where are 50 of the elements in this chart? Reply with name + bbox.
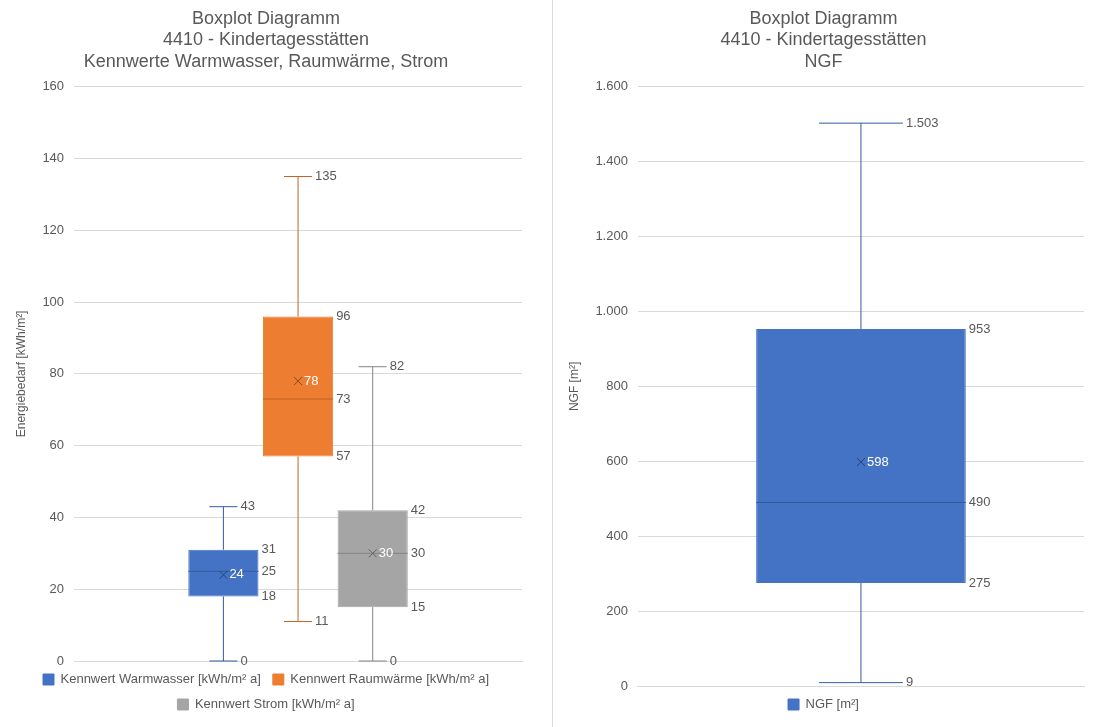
annotation: 0 <box>389 652 397 668</box>
legend-label: Kennwert Strom [kWh/m² a] <box>194 696 355 712</box>
y-tick-label: 1.400 <box>595 153 628 169</box>
y-tick-label: 0 <box>620 677 628 693</box>
annotation: 30 <box>410 544 426 560</box>
annotation: 598 <box>866 453 889 469</box>
annotation: 30 <box>378 544 394 560</box>
annotation: 15 <box>410 598 426 614</box>
annotation: 1.503 <box>905 114 939 130</box>
y-tick-label: 120 <box>42 221 65 237</box>
legend-label: NGF [m²] <box>805 696 859 712</box>
legend-label: Kennwert Warmwasser [kWh/m² a] <box>60 671 261 687</box>
chart-title: Boxplot Diagramm 4410 - Kindertagesstätten Kennwerte Warmwasser, Raumwärme, Strom <box>83 7 449 71</box>
y-tick-label: 800 <box>606 377 628 393</box>
y-tick-label: 1.000 <box>595 303 628 319</box>
annotation: 96 <box>336 308 351 324</box>
y-tick-label: 80 <box>49 365 65 381</box>
annotation: 0 <box>240 652 248 668</box>
y-tick-label: 1.600 <box>595 78 628 94</box>
y-tick-label: 20 <box>49 580 65 596</box>
annotation: 42 <box>410 501 426 517</box>
y-tick-label: 400 <box>606 527 628 543</box>
annotation: 135 <box>315 168 337 184</box>
annotation: 24 <box>229 566 244 582</box>
y-tick-label: 0 <box>56 652 65 668</box>
annotation: 31 <box>261 541 276 557</box>
annotation: 78 <box>304 372 319 388</box>
y-tick-label: 60 <box>49 437 65 453</box>
y-tick-label: 600 <box>606 452 628 468</box>
y-axis-title: NGF [m²] <box>566 361 581 412</box>
annotation: 18 <box>261 587 276 603</box>
y-tick-label: 1.200 <box>595 228 628 244</box>
annotation: 43 <box>240 498 255 514</box>
y-tick-label: 200 <box>606 602 628 618</box>
annotation: 82 <box>389 358 405 374</box>
y-axis-title: Energiebedarf [kWh/m²] <box>13 310 28 438</box>
annotation: 11 <box>315 613 329 629</box>
annotation: 9 <box>905 674 914 690</box>
annotation: 57 <box>336 448 351 464</box>
annotation: 275 <box>968 574 991 590</box>
annotation: 953 <box>968 320 991 336</box>
chart-title: Boxplot Diagramm 4410 - Kindertagesstätten NGF <box>720 7 927 71</box>
annotation: 490 <box>968 494 991 510</box>
y-tick-label: 40 <box>49 509 65 525</box>
annotation: 73 <box>336 390 351 406</box>
y-tick-label: 100 <box>42 293 65 309</box>
y-tick-label: 140 <box>42 150 65 166</box>
annotation: 25 <box>261 562 276 578</box>
y-tick-label: 160 <box>42 78 65 94</box>
legend-label: Kennwert Raumwärme [kWh/m² a] <box>290 671 490 687</box>
